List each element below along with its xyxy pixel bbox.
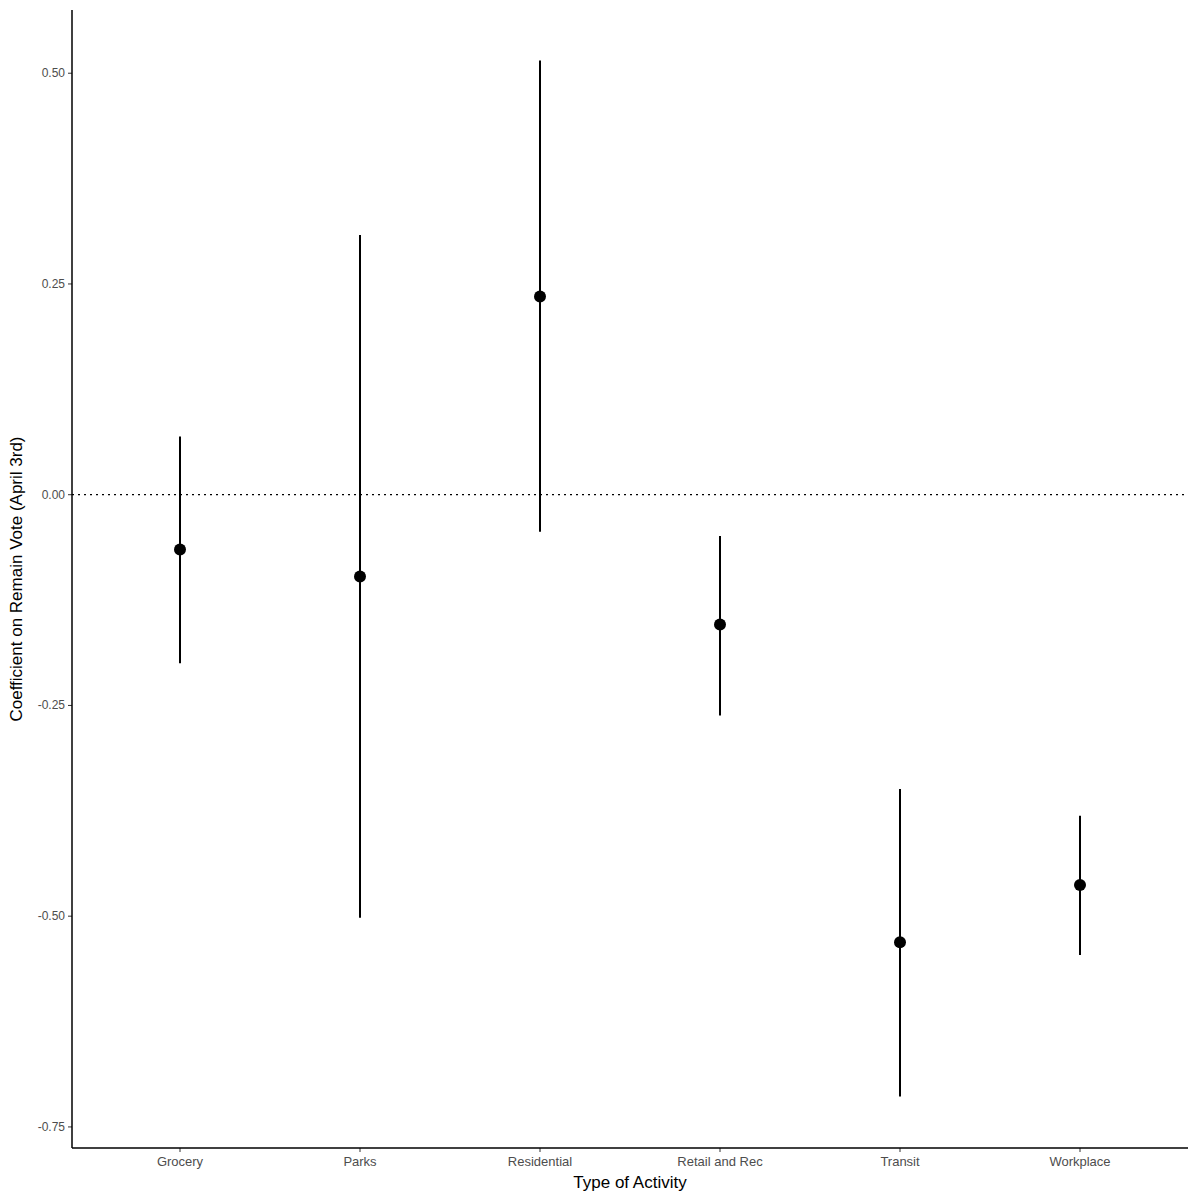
x-tick-label: Transit: [880, 1154, 920, 1169]
point: [174, 543, 186, 555]
x-axis-title: Type of Activity: [573, 1173, 687, 1192]
x-tick-label: Residential: [508, 1154, 572, 1169]
x-tick-label: Parks: [343, 1154, 377, 1169]
y-tick-label: -0.50: [38, 909, 66, 923]
reference-line: [72, 494, 1188, 495]
chart-svg: -0.75 -0.50 -0.25 0.00 0.25 0.50 Grocery Parks R…: [0, 0, 1200, 1200]
y-axis-line: [71, 10, 73, 1148]
point: [714, 619, 726, 631]
x-tick-label: Grocery: [157, 1154, 204, 1169]
y-tick-label: -0.75: [38, 1120, 66, 1134]
y-tick-label: 0.00: [42, 488, 66, 502]
y-tick-label: -0.25: [38, 698, 66, 712]
x-tick-label: Retail and Rec: [677, 1154, 763, 1169]
marks: [174, 61, 1086, 1097]
point: [354, 570, 366, 582]
point: [534, 291, 546, 303]
point: [894, 936, 906, 948]
chart-container: -0.75 -0.50 -0.25 0.00 0.25 0.50 Grocery Parks R…: [0, 0, 1200, 1200]
point: [1074, 879, 1086, 891]
y-tick-label: 0.25: [42, 277, 66, 291]
y-axis-title: Coefficient on Remain Vote (April 3rd): [7, 436, 26, 721]
x-tick-label: Workplace: [1049, 1154, 1110, 1169]
y-tick-label: 0.50: [42, 66, 66, 80]
x-axis-line: [72, 1147, 1188, 1149]
